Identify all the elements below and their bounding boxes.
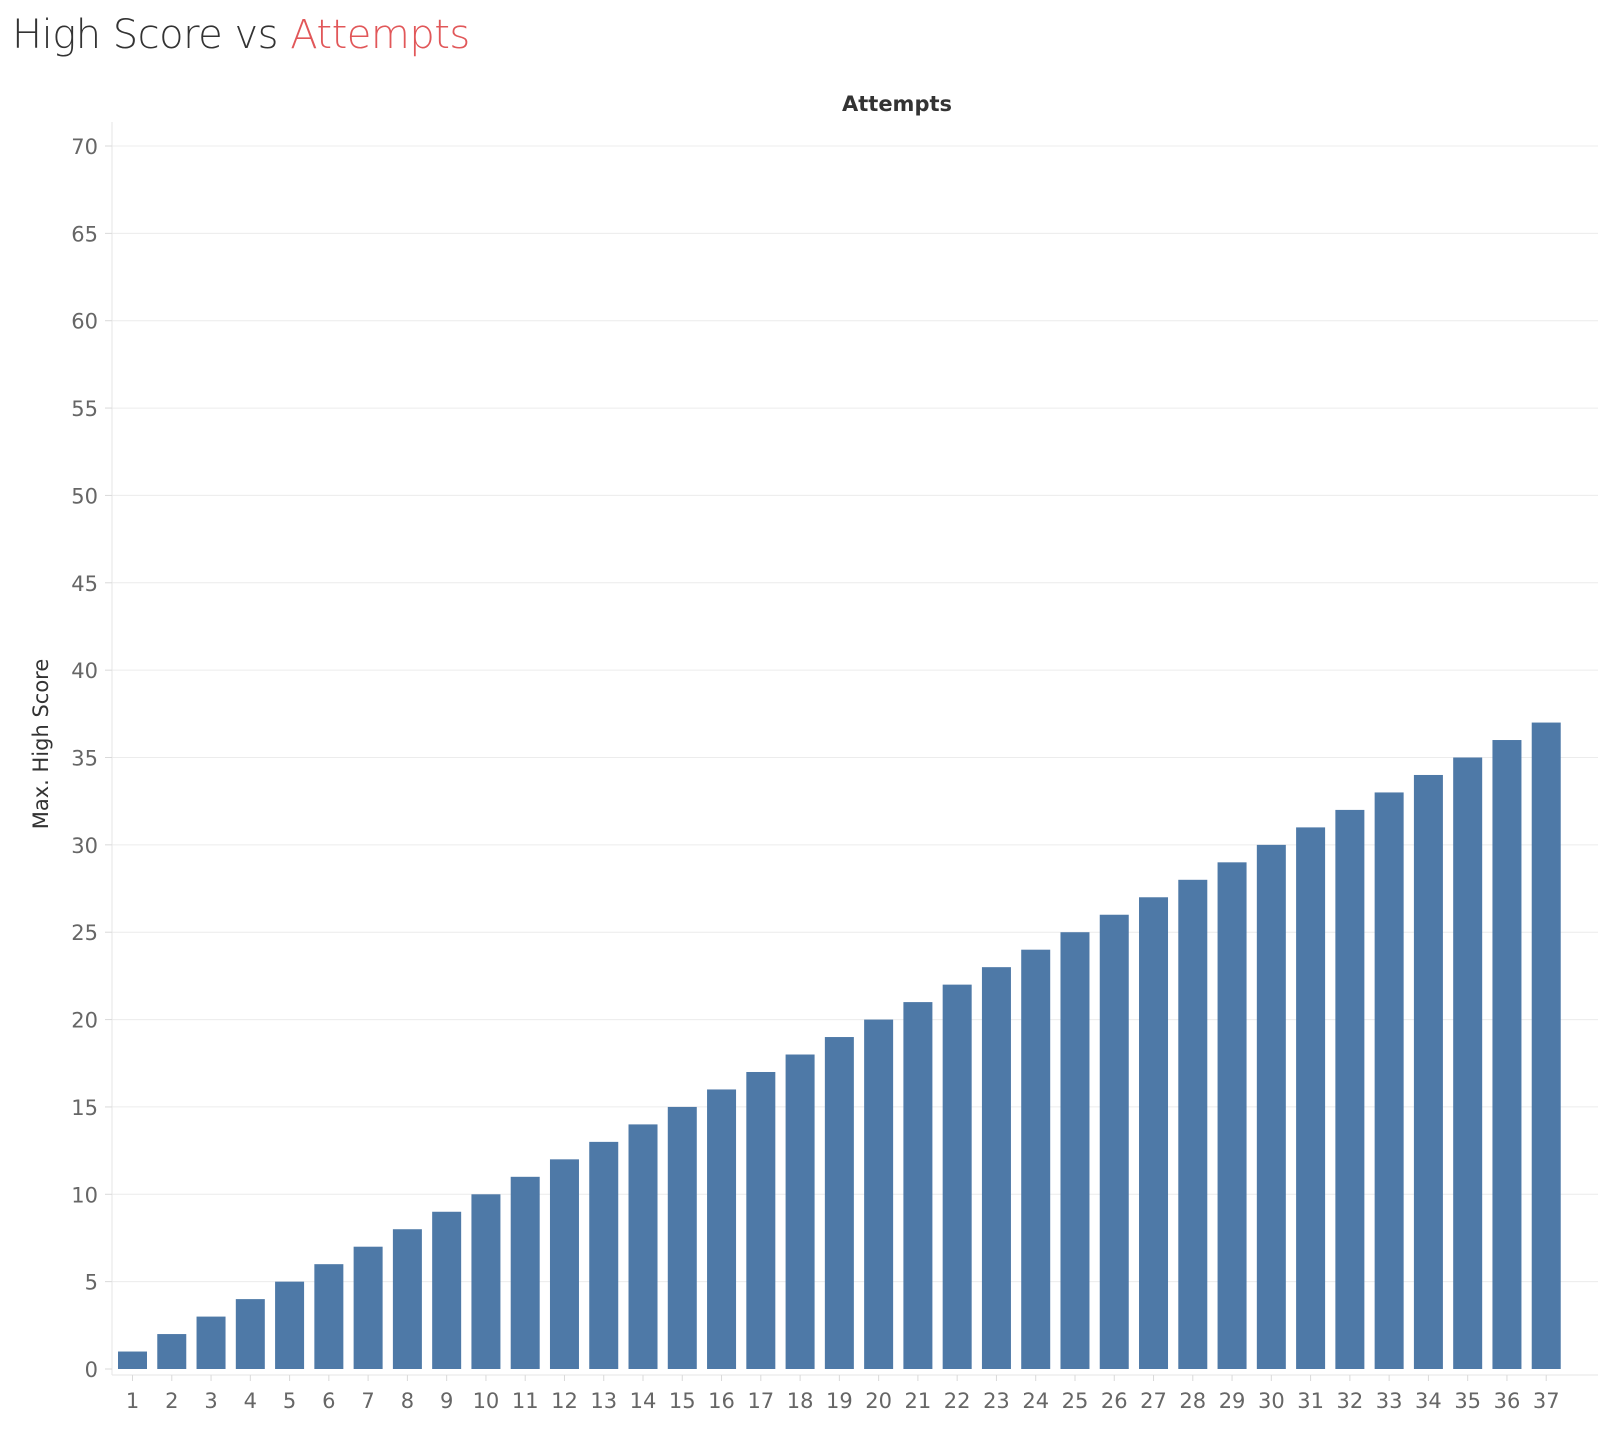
x-tick-label: 36: [1494, 1389, 1521, 1413]
chart-title-accent: Attempts: [290, 12, 470, 58]
x-tick-label: 25: [1062, 1389, 1089, 1413]
x-tick-label: 23: [983, 1389, 1010, 1413]
bar[interactable]: [275, 1281, 305, 1369]
x-tick-label: 5: [283, 1389, 296, 1413]
y-axis-title: Max. High Score: [29, 659, 53, 830]
y-tick-label: 10: [71, 1183, 98, 1207]
bar[interactable]: [1217, 862, 1247, 1369]
x-tick-label: 8: [401, 1389, 414, 1413]
bar[interactable]: [628, 1124, 658, 1369]
x-tick-label: 6: [322, 1389, 335, 1413]
x-tick-label: 37: [1533, 1389, 1560, 1413]
bar[interactable]: [1413, 774, 1443, 1369]
y-tick-label: 60: [71, 310, 98, 334]
gridlines: [112, 145, 1598, 1283]
x-tick-label: 31: [1297, 1389, 1324, 1413]
bar[interactable]: [1060, 932, 1090, 1369]
bar[interactable]: [1139, 897, 1169, 1369]
x-tick-label: 1: [126, 1389, 139, 1413]
x-tick-labels: 1 2 3 4 5 6 7 8 9 10 11 12 13 14 15 16 17 18 19 20 21 22 23 24 2…: [126, 1375, 1560, 1413]
bar[interactable]: [314, 1264, 344, 1369]
bar[interactable]: [432, 1211, 462, 1369]
x-tick-label: 30: [1258, 1389, 1285, 1413]
bar[interactable]: [785, 1054, 815, 1369]
bar[interactable]: [1335, 809, 1365, 1369]
x-tick-label: 4: [244, 1389, 257, 1413]
bar[interactable]: [1531, 722, 1561, 1369]
bar[interactable]: [667, 1106, 697, 1369]
bar[interactable]: [824, 1037, 854, 1369]
x-tick-label: 11: [512, 1389, 539, 1413]
x-tick-label: 3: [204, 1389, 217, 1413]
y-tick-label: 40: [71, 659, 98, 683]
bar[interactable]: [1492, 740, 1522, 1369]
bar[interactable]: [196, 1316, 226, 1369]
bar[interactable]: [392, 1229, 422, 1369]
x-tick-label: 17: [747, 1389, 774, 1413]
y-tick-label: 45: [71, 572, 98, 596]
x-tick-label: 9: [440, 1389, 453, 1413]
y-tick-label: 0: [85, 1358, 98, 1382]
bar[interactable]: [471, 1194, 501, 1369]
x-tick-label: 20: [865, 1389, 892, 1413]
x-tick-label: 15: [669, 1389, 696, 1413]
bar[interactable]: [1296, 827, 1326, 1369]
bar[interactable]: [1178, 879, 1208, 1369]
x-axis-title: Attempts: [842, 92, 952, 116]
bar[interactable]: [1099, 914, 1129, 1369]
chart-title-main: High Score vs: [12, 12, 291, 58]
x-tick-label: 29: [1219, 1389, 1246, 1413]
x-tick-label: 18: [787, 1389, 814, 1413]
bar[interactable]: [903, 1002, 933, 1369]
x-tick-label: 10: [473, 1389, 500, 1413]
x-tick-label: 7: [361, 1389, 374, 1413]
y-tick-label: 20: [71, 1009, 98, 1033]
bar[interactable]: [510, 1176, 540, 1369]
bar[interactable]: [1453, 757, 1483, 1370]
bar[interactable]: [1374, 792, 1404, 1369]
x-tick-label: 12: [551, 1389, 578, 1413]
y-tick-label: 70: [71, 135, 98, 159]
bar[interactable]: [864, 1019, 894, 1369]
y-tick-label: 15: [71, 1096, 98, 1120]
y-tick-label: 65: [71, 222, 98, 246]
x-tick-label: 22: [944, 1389, 971, 1413]
bar[interactable]: [746, 1071, 776, 1369]
y-tick-label: 30: [71, 834, 98, 858]
x-tick-label: 27: [1140, 1389, 1167, 1413]
y-tick-label: 55: [71, 397, 98, 421]
y-tick-label: 35: [71, 747, 98, 771]
bar[interactable]: [157, 1334, 187, 1369]
y-tick-label: 25: [71, 921, 98, 945]
bar[interactable]: [1256, 844, 1286, 1369]
bar[interactable]: [589, 1141, 619, 1369]
bar[interactable]: [549, 1159, 579, 1369]
x-tick-label: 32: [1337, 1389, 1364, 1413]
x-tick-label: 33: [1376, 1389, 1403, 1413]
x-tick-label: 26: [1101, 1389, 1128, 1413]
y-tick-label: 5: [85, 1271, 98, 1295]
x-tick-label: 16: [708, 1389, 735, 1413]
x-tick-label: 13: [590, 1389, 617, 1413]
bar[interactable]: [942, 984, 972, 1369]
bar[interactable]: [1021, 949, 1051, 1369]
x-tick-label: 35: [1454, 1389, 1481, 1413]
x-tick-label: 14: [630, 1389, 657, 1413]
x-tick-label: 21: [905, 1389, 932, 1413]
x-tick-label: 19: [826, 1389, 853, 1413]
x-tick-label: 2: [165, 1389, 178, 1413]
bar[interactable]: [981, 967, 1011, 1369]
y-tick-labels: 0 5 10 15 20 25 30 35 40 45 50 55 60 65 70: [71, 135, 112, 1382]
x-tick-label: 28: [1179, 1389, 1206, 1413]
bar[interactable]: [707, 1089, 737, 1369]
x-tick-label: 24: [1022, 1389, 1049, 1413]
chart-title: High Score vs Attempts: [12, 12, 470, 58]
bar[interactable]: [118, 1351, 147, 1369]
x-tick-label: 34: [1415, 1389, 1442, 1413]
bar[interactable]: [353, 1246, 383, 1369]
y-tick-label: 50: [71, 484, 98, 508]
bars: [118, 722, 1561, 1370]
bar[interactable]: [235, 1299, 265, 1369]
